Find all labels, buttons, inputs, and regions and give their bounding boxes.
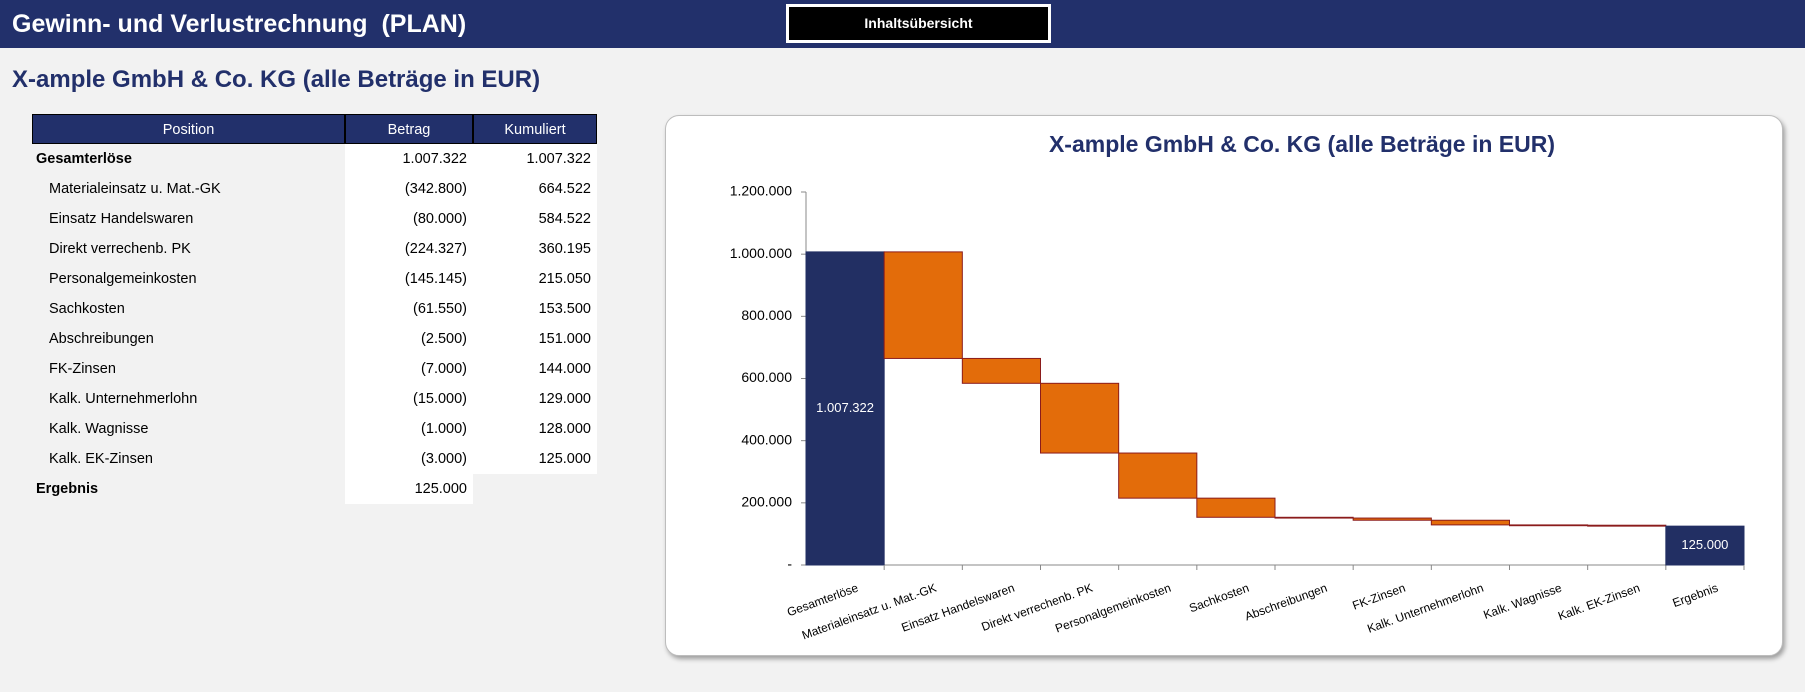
table-row: Abschreibungen (2.500) 151.000	[32, 324, 597, 354]
number-cell: 125.000	[345, 474, 473, 504]
position-cell: Kalk. Wagnisse	[49, 421, 149, 437]
table-row: Ergebnis 125.000	[32, 474, 597, 504]
number-cell: 129.000	[473, 384, 597, 414]
bar	[1274, 516, 1354, 519]
table-row: Personalgemeinkosten (145.145) 215.050	[32, 264, 597, 294]
value-label: 125.000	[1681, 537, 1728, 552]
chart: X-ample GmbH & Co. KG (alle Beträge in E…	[730, 131, 1745, 643]
column-header: Kumuliert	[473, 114, 597, 144]
number-cell: (2.500)	[345, 324, 473, 354]
x-tick-label: Kalk. EK-Zinsen	[1556, 581, 1642, 624]
table-row: Kalk. Wagnisse (1.000) 128.000	[32, 414, 597, 444]
position-cell: Gesamterlöse	[36, 151, 132, 167]
position-cell: Materialeinsatz u. Mat.-GK	[49, 181, 221, 197]
subtitle: X-ample GmbH & Co. KG (alle Beträge in E…	[12, 66, 541, 93]
y-tick-label: 800.000	[741, 307, 792, 323]
chart-panel: X-ample GmbH & Co. KG (alle Beträge in E…	[665, 115, 1783, 656]
number-cell: 144.000	[473, 354, 597, 384]
number-cell: 125.000	[473, 444, 597, 474]
number-cell: 1.007.322	[473, 144, 597, 174]
y-tick-label: 200.000	[741, 494, 792, 510]
x-tick-label: Ergebnis	[1671, 581, 1720, 610]
toc-button[interactable]: Inhaltsübersicht	[786, 4, 1051, 43]
value-label: 1.007.322	[816, 400, 874, 415]
x-tick-label: Abschreibungen	[1243, 581, 1329, 624]
number-cell: 151.000	[473, 324, 597, 354]
bar	[961, 357, 1042, 384]
number-cell: 360.195	[473, 234, 597, 264]
bar	[883, 251, 963, 359]
number-cell: 153.500	[473, 294, 597, 324]
bar	[805, 251, 885, 566]
table-row: Gesamterlöse 1.007.322 1.007.322	[32, 144, 597, 174]
x-tick-label: FK-Zinsen	[1350, 581, 1407, 613]
y-tick-label: -	[787, 556, 792, 572]
column-header: Position	[32, 114, 345, 144]
header-bar: Gewinn- und Verlustrechnung (PLAN) Inhal…	[0, 0, 1805, 48]
y-tick-label: 600.000	[741, 369, 792, 385]
bar	[1118, 452, 1198, 499]
table-row: Einsatz Handelswaren (80.000) 584.522	[32, 204, 597, 234]
position-cell: Direkt verrechenb. PK	[49, 241, 191, 257]
chart-title: X-ample GmbH & Co. KG (alle Beträge in E…	[1049, 131, 1555, 157]
table-row: Sachkosten (61.550) 153.500	[32, 294, 597, 324]
bar	[1665, 525, 1745, 566]
number-cell: (1.000)	[345, 414, 473, 444]
bar	[1509, 524, 1589, 527]
number-cell: (145.145)	[345, 264, 473, 294]
table-row: Position Betrag Kumuliert	[32, 114, 597, 144]
number-cell: 215.050	[473, 264, 597, 294]
column-header: Betrag	[345, 114, 473, 144]
table-row: FK-Zinsen (7.000) 144.000	[32, 354, 597, 384]
table-row: Materialeinsatz u. Mat.-GK (342.800) 664.5…	[32, 174, 597, 204]
x-tick-label: Kalk. Wagnisse	[1482, 581, 1564, 622]
table-row: Direkt verrechenb. PK (224.327) 360.195	[32, 234, 597, 264]
position-cell: Personalgemeinkosten	[49, 271, 197, 287]
number-cell: 584.522	[473, 204, 597, 234]
bar	[1196, 497, 1276, 518]
bar	[1587, 524, 1667, 527]
position-cell: Ergebnis	[36, 481, 99, 497]
number-cell: (80.000)	[345, 204, 473, 234]
number-cell: 664.522	[473, 174, 597, 204]
table-row: Kalk. Unternehmerlohn (15.000) 129.000	[32, 384, 597, 414]
number-cell: (7.000)	[345, 354, 473, 384]
y-tick-label: 1.000.000	[730, 245, 792, 261]
position-cell: Abschreibungen	[49, 331, 154, 347]
table-row: Kalk. EK-Zinsen (3.000) 125.000	[32, 444, 597, 474]
x-tick-label: Materialeinsatz u. Mat.-GK	[800, 581, 938, 643]
number-cell: (342.800)	[345, 174, 473, 204]
position-cell: Sachkosten	[49, 301, 125, 317]
x-tick-label: Sachkosten	[1187, 581, 1251, 616]
position-cell: Kalk. EK-Zinsen	[49, 451, 153, 467]
bar	[1040, 382, 1120, 454]
number-cell: (15.000)	[345, 384, 473, 414]
y-tick-label: 400.000	[741, 431, 792, 447]
position-cell: Einsatz Handelswaren	[49, 211, 194, 227]
y-tick-label: 1.200.000	[730, 183, 792, 199]
number-cell: (61.550)	[345, 294, 473, 324]
bar	[1352, 517, 1432, 521]
position-cell: FK-Zinsen	[49, 361, 116, 377]
number-cell: 1.007.322	[345, 144, 473, 174]
bar	[1430, 519, 1510, 526]
number-cell: (224.327)	[345, 234, 473, 264]
number-cell: 128.000	[473, 414, 597, 444]
page-title: Gewinn- und Verlustrechnung (PLAN)	[12, 10, 467, 38]
position-cell: Kalk. Unternehmerlohn	[49, 391, 198, 407]
number-cell: (3.000)	[345, 444, 473, 474]
